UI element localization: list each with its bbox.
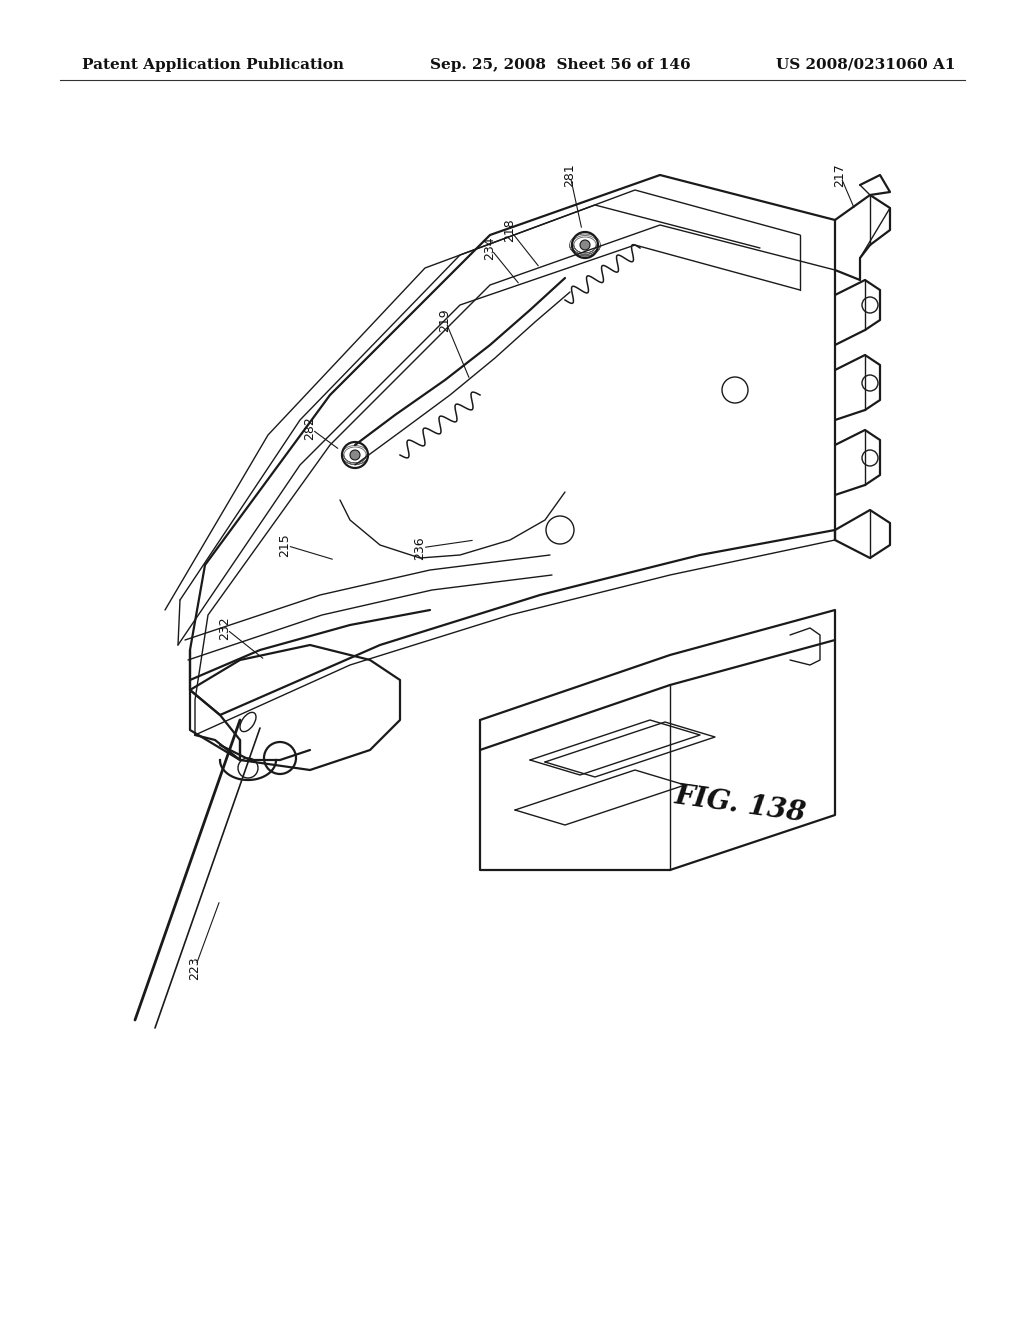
- Text: 281: 281: [563, 164, 577, 187]
- Text: 219: 219: [438, 308, 452, 331]
- Text: US 2008/0231060 A1: US 2008/0231060 A1: [775, 58, 955, 73]
- Text: 223: 223: [188, 956, 202, 979]
- Text: 217: 217: [834, 164, 847, 187]
- Text: FIG. 138: FIG. 138: [673, 783, 808, 828]
- Text: Patent Application Publication: Patent Application Publication: [82, 58, 344, 73]
- Text: 218: 218: [504, 218, 516, 242]
- Text: 215: 215: [279, 533, 292, 557]
- Text: 232: 232: [218, 616, 231, 640]
- Text: Sep. 25, 2008  Sheet 56 of 146: Sep. 25, 2008 Sheet 56 of 146: [430, 58, 690, 73]
- Circle shape: [580, 240, 590, 249]
- Text: 234: 234: [483, 236, 497, 260]
- Text: 282: 282: [303, 416, 316, 440]
- Text: 236: 236: [414, 536, 427, 560]
- Circle shape: [350, 450, 360, 459]
